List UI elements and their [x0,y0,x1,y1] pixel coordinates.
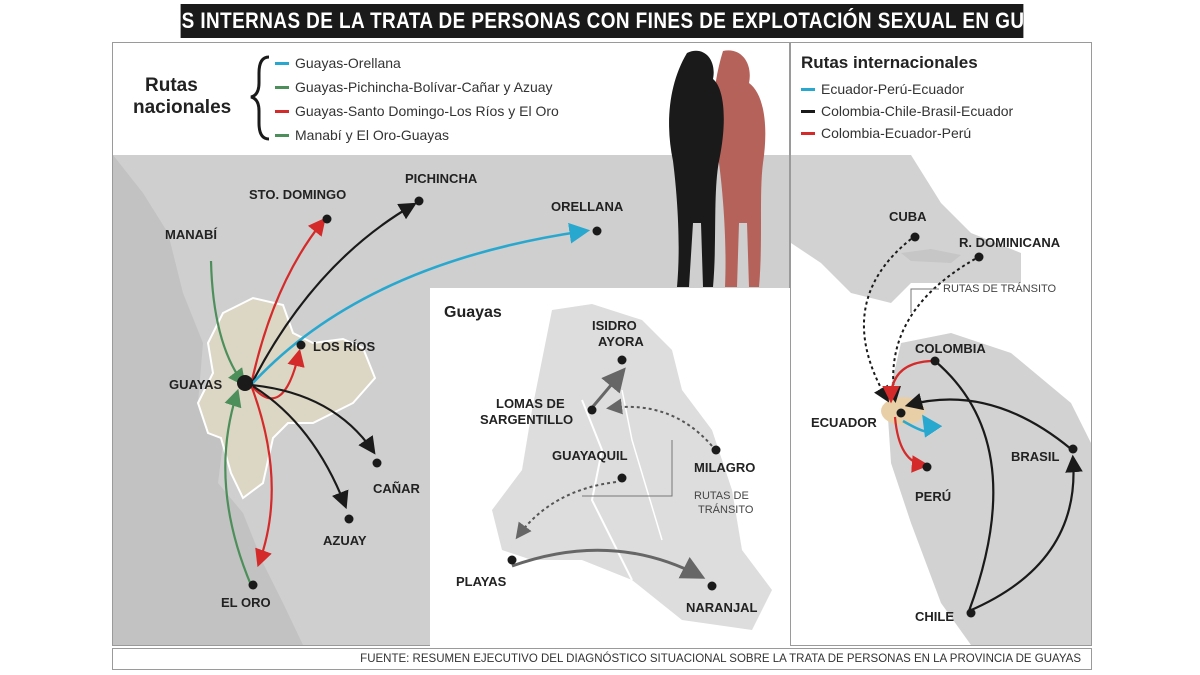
legend-national-1: Guayas-Orellana [275,55,401,71]
place-el-oro: EL ORO [221,595,271,610]
national-heading-line2: nacionales [133,97,232,118]
guayas-transit-note-1: RUTAS DE [694,490,749,502]
guayas-inset-panel: Guayas ISIDRO AYORA LOMAS DE SARGENTILLO… [430,288,790,646]
legend-label: Colombia-Ecuador-Perú [821,125,972,141]
place-colombia: COLOMBIA [915,341,986,356]
infographic-title: RUTAS INTERNAS DE LA TRATA DE PERSONAS C… [129,4,1075,38]
place-sto-domingo: STO. DOMINGO [249,187,347,202]
place-ecuador: ECUADOR [811,415,877,430]
legend-swatch [801,87,815,91]
legend-brace [250,55,270,141]
place-orellana: ORELLANA [551,199,624,214]
legend-swatch [275,133,289,137]
legend-swatch [275,109,289,113]
national-heading-line1: Rutas [145,75,198,96]
place-guayas: GUAYAS [169,377,223,392]
place-pichincha: PICHINCHA [405,171,478,186]
guayas-point [237,375,253,391]
legend-intl-1: Ecuador-Perú-Ecuador [801,81,964,97]
national-map [113,50,789,645]
place-chile: CHILE [915,609,954,624]
legend-label: Guayas-Santo Domingo-Los Ríos y El Oro [295,103,559,119]
legend-swatch [275,85,289,89]
legend-label: Guayas-Orellana [295,55,401,71]
legend-swatch [275,61,289,65]
international-map [791,155,1091,645]
legend-national-3: Guayas-Santo Domingo-Los Ríos y El Oro [275,103,559,119]
legend-label: Colombia-Chile-Brasil-Ecuador [821,103,1014,119]
guayas-land [492,304,772,630]
place-sargentillo: SARGENTILLO [480,412,574,427]
place-peru: PERÚ [915,489,952,504]
place-isidro: ISIDRO [592,318,637,333]
guayas-map [492,304,772,630]
legend-swatch [801,131,815,135]
legend-swatch [801,109,815,113]
place-r-dominicana: R. DOMINICANA [959,235,1061,250]
place-cuba: CUBA [889,209,927,224]
infographic: RUTAS INTERNAS DE LA TRATA DE PERSONAS C… [112,4,1092,670]
international-heading: Rutas internacionales [801,53,978,72]
place-lomas: LOMAS DE [496,396,565,411]
place-guayaquil: GUAYAQUIL [552,448,628,463]
place-manabi: MANABÍ [165,227,217,242]
place-playas: PLAYAS [456,574,507,589]
guayas-transit-note-2: TRÁNSITO [698,504,754,516]
americas-landmass [791,155,1021,303]
guayas-inset-heading: Guayas [444,304,502,321]
international-routes-panel: Rutas internacionales Ecuador-Perú-Ecuad… [790,42,1092,646]
legend-intl-3: Colombia-Ecuador-Perú [801,125,971,141]
legend-national-2: Guayas-Pichincha-Bolívar-Cañar y Azuay [275,79,553,95]
guayas-province [196,296,377,500]
legend-label: Ecuador-Perú-Ecuador [821,81,965,97]
place-naranjal: NARANJAL [686,600,758,615]
legend-national-4: Manabí y El Oro-Guayas [275,127,449,143]
place-los-rios: LOS RÍOS [313,339,376,354]
legend-intl-2: Colombia-Chile-Brasil-Ecuador [801,103,1013,119]
women-silhouette-icon [669,50,766,288]
place-milagro: MILAGRO [694,460,756,475]
place-ayora: AYORA [598,334,644,349]
source-footer: FUENTE: RESUMEN EJECUTIVO DEL DIAGNÓSTIC… [112,648,1092,670]
intl-transit-note: RUTAS DE TRÁNSITO [943,283,1057,295]
legend-label: Manabí y El Oro-Guayas [295,127,450,143]
place-canar: CAÑAR [373,481,420,496]
ecuador-landmass [113,155,789,645]
legend-label: Guayas-Pichincha-Bolívar-Cañar y Azuay [295,79,553,95]
place-brasil: BRASIL [1011,449,1060,464]
place-azuay: AZUAY [323,533,367,548]
